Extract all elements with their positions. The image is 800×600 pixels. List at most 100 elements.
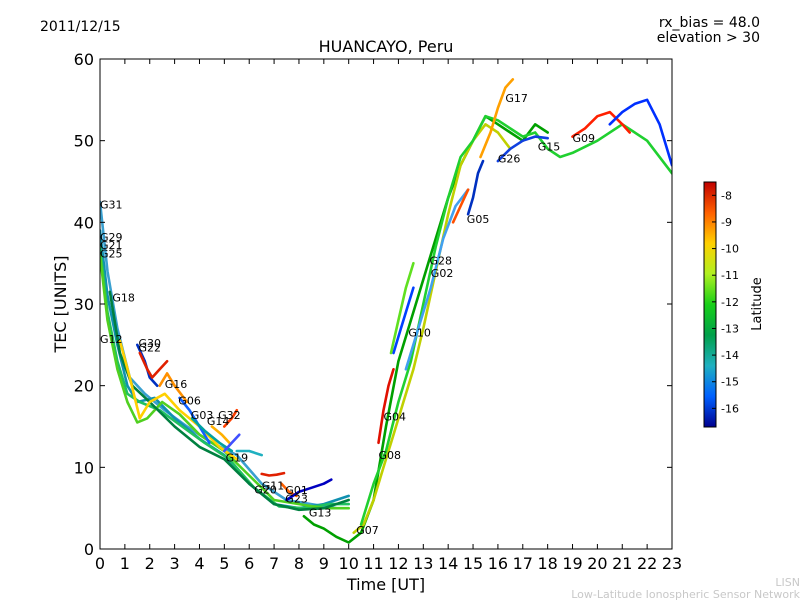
x-tick-label: 6: [244, 554, 254, 573]
x-tick-label: 8: [294, 554, 304, 573]
satellite-label: G02: [431, 267, 454, 280]
x-tick-label: 21: [612, 554, 632, 573]
credit-line-1: LISN: [775, 576, 800, 589]
satellite-label: G31: [100, 198, 123, 211]
series-g06: [178, 396, 211, 445]
x-tick-label: 1: [120, 554, 130, 573]
colorbar-title: Latitude: [750, 277, 765, 331]
colorbar-tick-label: -11: [721, 269, 739, 282]
series-g14: [210, 425, 231, 445]
y-tick-label: 0: [84, 540, 94, 559]
x-tick-label: 10: [339, 554, 359, 573]
series-g11: [260, 471, 286, 477]
x-tick-label: 17: [513, 554, 533, 573]
x-tick-label: 19: [562, 554, 582, 573]
satellite-label: G14: [207, 415, 230, 428]
rx-bias-label: rx_bias = 48.0: [659, 15, 760, 31]
series-g08: [359, 114, 672, 526]
satellite-label: G01: [285, 484, 308, 497]
satellite-label: G28: [430, 255, 453, 268]
x-tick-label: 2: [145, 554, 155, 573]
x-tick-label: 20: [587, 554, 607, 573]
colorbar-tick-label: -12: [721, 296, 739, 309]
x-tick-label: 4: [194, 554, 204, 573]
colorbar-tick-label: -16: [721, 402, 739, 415]
satellite-label: G25: [100, 247, 123, 260]
x-tick-label: 15: [463, 554, 483, 573]
satellite-label: G10: [408, 327, 431, 340]
chart-title: HUANCAYO, Peru: [319, 37, 454, 56]
series-g09: [571, 110, 631, 138]
satellite-label: G23: [285, 492, 308, 505]
series-g03: [190, 417, 234, 453]
series-g29: [100, 229, 350, 510]
elevation-label: elevation > 30: [657, 30, 760, 46]
x-tick-label: 13: [413, 554, 433, 573]
x-tick-label: 23: [662, 554, 682, 573]
satellite-label: G15: [538, 140, 561, 153]
satellite-label: G16: [165, 378, 188, 391]
series-g07: [352, 123, 512, 534]
satellite-label: G29: [100, 231, 123, 244]
x-tick-label: 7: [269, 554, 279, 573]
y-tick-label: 50: [74, 132, 94, 151]
y-axis-ticks: 0 10 20 30 40 50 60: [74, 50, 672, 559]
satellite-label: G07: [356, 524, 379, 537]
y-axis-title: TEC [UNITS]: [51, 256, 70, 354]
colorbar-tick-label: -15: [721, 376, 739, 389]
satellite-label: G03: [191, 409, 214, 422]
satellite-label: G04: [384, 411, 407, 424]
x-tick-label: 12: [388, 554, 408, 573]
series-g02: [389, 261, 415, 355]
x-tick-label: 18: [537, 554, 557, 573]
series-g10: [392, 286, 415, 355]
series-g16: [158, 372, 189, 404]
x-tick-label: 11: [363, 554, 383, 573]
y-tick-label: 20: [74, 377, 94, 396]
satellite-label: G21: [100, 239, 123, 252]
satellite-label: G22: [139, 341, 162, 354]
series-g13: [302, 114, 549, 544]
x-tick-label: 3: [170, 554, 180, 573]
series-g25: [100, 253, 350, 510]
satellite-label: G06: [178, 394, 201, 407]
satellite-label: G18: [112, 292, 135, 305]
satellite-label: G12: [100, 333, 123, 346]
satellite-label: G32: [218, 409, 241, 422]
satellite-label: G19: [226, 452, 249, 465]
series-g19: [223, 433, 241, 453]
satellite-label: G11: [262, 479, 285, 492]
y-tick-label: 30: [74, 295, 94, 314]
colorbar-tick-label: -10: [721, 243, 739, 256]
x-axis-title: Time [UT]: [346, 575, 425, 594]
series-g28: [404, 188, 470, 371]
x-tick-label: 5: [219, 554, 229, 573]
x-tick-label: 16: [488, 554, 508, 573]
x-tick-label: 22: [637, 554, 657, 573]
colorbar: [703, 181, 717, 428]
series-g12: [118, 339, 239, 461]
series-g05: [451, 188, 470, 224]
date-label: 2011/12/15: [40, 19, 121, 35]
series-g17: [479, 78, 515, 159]
satellite-label: G08: [379, 449, 402, 462]
series-g23: [285, 478, 333, 502]
satellite-label: G30: [139, 337, 162, 350]
colorbar-tick-label: -9: [721, 216, 732, 229]
colorbar-ticks: -8 -9 -10 -11 -12 -13 -14 -15 -16: [712, 189, 739, 415]
series-g15: [496, 135, 549, 163]
x-axis-ticks: 0 1 2 3 4 5 6 7 8 9 10 11 12 13 14 15 16 17 18 19 20 21 22 23: [95, 59, 682, 573]
satellite-label: G26: [498, 153, 521, 166]
satellite-label: G05: [467, 213, 490, 226]
series-g21: [100, 245, 350, 510]
y-tick-label: 60: [74, 50, 94, 69]
colorbar-tick-label: -13: [721, 322, 739, 335]
x-tick-label: 9: [319, 554, 329, 573]
series-g32: [223, 408, 239, 428]
series-g27: [608, 98, 672, 167]
credit-line-2: Low-Latitude Ionospheric Sensor Network: [571, 588, 800, 600]
series-g22: [138, 351, 169, 379]
satellite-label: G09: [573, 132, 596, 145]
